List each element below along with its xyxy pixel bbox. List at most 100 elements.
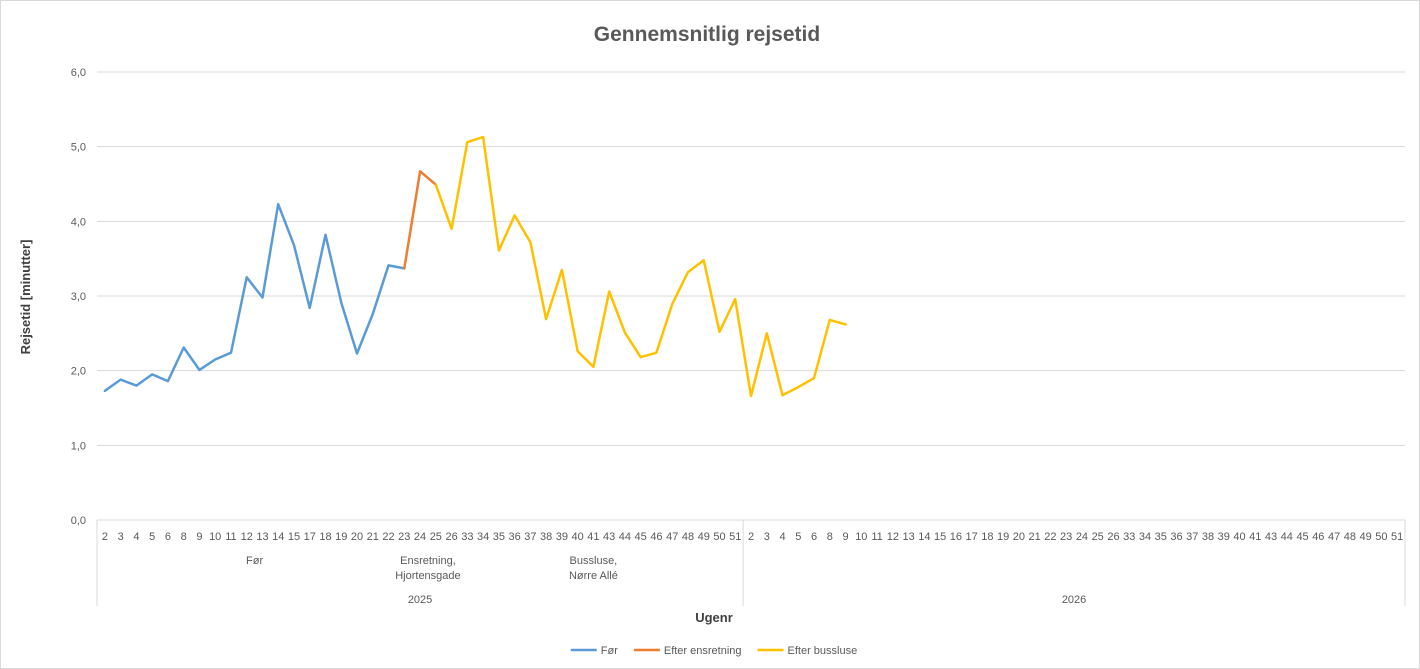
x-tick-label: 16: [950, 531, 962, 543]
x-tick-label: 20: [1013, 531, 1025, 543]
x-tick-label: 11: [871, 531, 882, 543]
x-tick-label: 50: [713, 531, 725, 543]
x-tick-label: 39: [1218, 531, 1230, 543]
x-tick-label: 5: [149, 531, 155, 543]
x-tick-label: 18: [319, 531, 331, 543]
x-tick-label: 46: [1312, 531, 1324, 543]
x-tick-label: 14: [272, 531, 284, 543]
y-tick-label: 5,0: [71, 142, 86, 154]
legend-label: Efter ensretning: [664, 645, 742, 657]
x-tick-label: 3: [118, 531, 124, 543]
x-tick-label: 9: [842, 531, 848, 543]
x-tick-label: 49: [1359, 531, 1371, 543]
x-tick-label: 8: [827, 531, 833, 543]
x-tick-label: 15: [288, 531, 300, 543]
legend-item: Før: [570, 645, 618, 657]
x-tick-label: 39: [556, 531, 568, 543]
x-tick-label: 36: [508, 531, 520, 543]
x-tick-label: 25: [430, 531, 442, 543]
y-tick-label: 1,0: [71, 440, 86, 452]
legend-item: Efter ensretning: [633, 645, 742, 657]
x-tick-label: 19: [997, 531, 1009, 543]
legend-label: Før: [601, 645, 618, 657]
x-tick-label: 11: [225, 531, 236, 543]
series-line: [103, 202, 406, 393]
x-tick-label: 8: [181, 531, 187, 543]
x-tick-label: 36: [1170, 531, 1182, 543]
x-tick-label: 43: [603, 531, 615, 543]
x-tick-label: 24: [1076, 531, 1088, 543]
x-tick-label: 41: [587, 531, 599, 543]
x-tick-label: 45: [1296, 531, 1308, 543]
x-tick-label: 12: [241, 531, 253, 543]
x-tick-label: 23: [398, 531, 410, 543]
x-tick-label: 51: [729, 531, 741, 543]
x-tick-label: 4: [133, 531, 139, 543]
x-tick-label: 35: [1155, 531, 1167, 543]
x-tick-label: 2: [748, 531, 754, 543]
x-tick-label: 41: [1249, 531, 1261, 543]
x-tick-label: 33: [1123, 531, 1135, 543]
x-tick-label: 23: [1060, 531, 1072, 543]
x-tick-label: 9: [196, 531, 202, 543]
x-tick-label: 37: [1186, 531, 1198, 543]
group-label: Ensretning, Hjortensgade: [395, 555, 460, 582]
x-tick-label: 18: [981, 531, 993, 543]
legend-item: Efter bussluse: [757, 645, 858, 657]
x-tick-label: 47: [666, 531, 678, 543]
x-tick-label: 48: [1344, 531, 1356, 543]
chart-title: Gennemsnitlig rejsetid: [594, 23, 820, 46]
x-tick-label: 6: [811, 531, 817, 543]
x-tick-label: 35: [493, 531, 505, 543]
y-tick-label: 6,0: [71, 67, 86, 79]
x-tick-label: 10: [209, 531, 221, 543]
gridlines: [97, 71, 1405, 446]
x-tick-label: 5: [795, 531, 801, 543]
x-tick-label: 40: [572, 531, 584, 543]
x-tick-label: 22: [382, 531, 394, 543]
x-tick-label: 33: [461, 531, 473, 543]
x-tick-label: 43: [1265, 531, 1277, 543]
legend-label: Efter bussluse: [788, 645, 858, 657]
x-tick-label: 46: [650, 531, 662, 543]
year-label: 2026: [1062, 594, 1086, 606]
x-tick-label: 51: [1391, 531, 1403, 543]
x-tick-label: 10: [855, 531, 867, 543]
x-tick-label: 17: [966, 531, 978, 543]
x-tick-label: 25: [1092, 531, 1104, 543]
year-label: 2025: [408, 594, 432, 606]
x-tick-label: 50: [1375, 531, 1387, 543]
series-lines: [103, 135, 847, 398]
x-tick-label: 12: [887, 531, 899, 543]
y-axis-ticks: 0,0 1,0 2,0 3,0 4,0 5,0 6,0: [71, 67, 86, 527]
x-tick-label: 21: [367, 531, 379, 543]
x-axis-title: Ugenr: [695, 610, 733, 625]
x-tick-label: 34: [1139, 531, 1151, 543]
x-tick-label: 20: [351, 531, 363, 543]
x-tick-label: 47: [1328, 531, 1340, 543]
y-tick-label: 2,0: [71, 366, 86, 378]
x-tick-label: 3: [764, 531, 770, 543]
x-tick-label: 45: [635, 531, 647, 543]
x-tick-label: 40: [1233, 531, 1245, 543]
x-tick-label: 49: [698, 531, 710, 543]
x-tick-label: 4: [779, 531, 785, 543]
x-tick-label: 48: [682, 531, 694, 543]
x-tick-label: 17: [304, 531, 316, 543]
x-tick-label: 21: [1029, 531, 1041, 543]
x-tick-label: 13: [256, 531, 268, 543]
x-tick-label: 14: [918, 531, 930, 543]
y-tick-label: 4,0: [71, 216, 86, 228]
y-tick-label: 0,0: [71, 515, 86, 527]
x-tick-label: 13: [902, 531, 914, 543]
x-tick-label: 34: [477, 531, 489, 543]
x-tick-label: 38: [1202, 531, 1214, 543]
x-axis: 2 3 4 5 6 8 9 10 11 12 13 14 15 17 18 19 20 21 22 23 24 25 26 3…: [96, 519, 1406, 606]
y-tick-label: 3,0: [71, 291, 86, 303]
series-line: [403, 170, 438, 270]
series-line: [434, 135, 847, 398]
x-tick-label: 38: [540, 531, 552, 543]
x-tick-label: 37: [524, 531, 536, 543]
